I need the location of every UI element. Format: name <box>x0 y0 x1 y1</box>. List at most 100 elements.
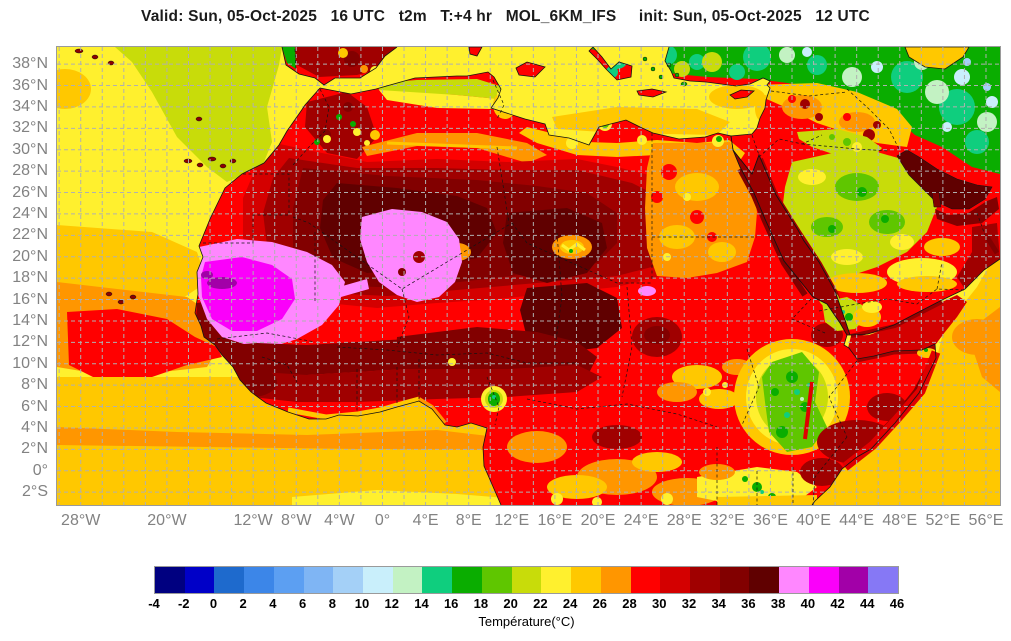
lon-tick-label: 20°E <box>580 512 616 529</box>
colorbar-tick-label: 34 <box>711 596 726 611</box>
colorbar-segment <box>541 567 572 593</box>
colorbar-tick-label: 36 <box>741 596 756 611</box>
lat-tick-label: 16°N <box>12 290 48 308</box>
heat-max-magenta <box>201 257 295 331</box>
colorbar-segment <box>481 567 512 593</box>
colorbar-tick-label: 10 <box>354 596 370 611</box>
colorbar-segment <box>244 567 274 593</box>
lat-tick-label: 8°N <box>21 376 48 394</box>
colorbar-tick-label: 46 <box>889 596 905 611</box>
colorbar-tick-label: 18 <box>473 596 489 611</box>
colorbar-tick-label: -2 <box>177 596 190 611</box>
lon-tick-label: 4°W <box>324 512 355 529</box>
colorbar-tick-label: 42 <box>830 596 845 611</box>
colorbar-segment <box>600 567 631 593</box>
colorbar-tick-label: 14 <box>414 596 429 611</box>
lon-tick-label: 48°E <box>882 512 918 529</box>
colorbar-segment <box>808 567 839 593</box>
lon-tick-label: 28°E <box>666 512 702 529</box>
lon-tick-label: 28°W <box>61 512 101 529</box>
colorbar-segment <box>392 567 423 593</box>
colorbar-tick-label: 4 <box>269 596 277 611</box>
lat-tick-label: 14°N <box>12 311 48 329</box>
colorbar-tick-label: 12 <box>384 596 399 611</box>
colorbar-tick-label: -4 <box>148 596 160 611</box>
lon-tick-label: 44°E <box>839 512 875 529</box>
colorbar-tick-label: 0 <box>209 596 218 611</box>
colorbar-segment <box>452 567 482 593</box>
colorbar-segment <box>660 567 690 593</box>
colorbar-segment <box>363 567 393 593</box>
colorbar-tick-label: 2 <box>239 596 247 611</box>
lat-tick-label: 28°N <box>12 162 48 180</box>
colorbar-segment <box>214 567 245 593</box>
lat-tick-label: 20°N <box>12 247 48 265</box>
lat-tick-label: 6°N <box>21 397 48 415</box>
country-borders <box>200 48 986 505</box>
colorbar-segment <box>630 567 661 593</box>
colorbar-tick-label: 28 <box>622 596 637 611</box>
lon-tick-label: 52°E <box>925 512 961 529</box>
colorbar-tick-label: 38 <box>770 596 786 611</box>
lat-tick-label: 18°N <box>12 269 48 287</box>
qatar <box>931 191 942 208</box>
coastlines <box>194 47 1000 505</box>
colorbar-tick-label: 6 <box>298 596 307 611</box>
lon-tick-label: 16°E <box>537 512 573 529</box>
colorbar-tick-label: 26 <box>592 596 608 611</box>
colorbar-segment <box>303 567 334 593</box>
lon-tick-label: 0° <box>374 512 391 529</box>
colorbar-tick-label: 22 <box>533 596 548 611</box>
colorbar-tick-label: 44 <box>860 596 875 611</box>
lon-tick-label: 20°W <box>147 512 187 529</box>
lon-tick-label: 8°E <box>455 512 482 529</box>
colorbar-segment <box>868 567 898 593</box>
colorbar-tick-label: 8 <box>328 596 336 611</box>
colorbar-segment <box>422 567 453 593</box>
lon-tick-label: 12°E <box>494 512 530 529</box>
colorbar-tick-label: 30 <box>652 596 667 611</box>
temperature-map-svg <box>57 47 1000 505</box>
colorbar-segment <box>749 567 780 593</box>
ethiopian-highlands <box>762 352 827 452</box>
colorbar-segment <box>779 567 809 593</box>
colorbar-segment <box>571 567 601 593</box>
colorbar-ticks: -4 -2 0 2 4 6 8 10 12 14 16 18 20 22 24 26 28 30 32 34 36 38 4… <box>148 596 904 612</box>
colorbar-segment <box>511 567 542 593</box>
lat-tick-label: 2°S <box>22 483 48 501</box>
lon-tick-label: 24°E <box>623 512 659 529</box>
lat-tick-label: 22°N <box>12 226 48 244</box>
islands <box>74 48 688 305</box>
latitude-axis: 38°N 36°N 34°N 32°N 30°N 28°N 26°N 24°N 22°N 20°N… <box>0 47 52 505</box>
colorbar-segment <box>155 567 185 593</box>
lat-tick-label: 26°N <box>12 183 48 201</box>
colorbar-segment <box>689 567 720 593</box>
page-title: Valid: Sun, 05-Oct-2025 16 UTC t2m T:+4 … <box>141 8 870 25</box>
morocco-hot <box>305 92 377 159</box>
lon-tick-label: 32°E <box>709 512 745 529</box>
colorbar-tick-label: 20 <box>503 596 518 611</box>
colorbar-segment <box>333 567 364 593</box>
iberia-hot-interior <box>285 47 397 77</box>
colorbar-segment <box>273 567 304 593</box>
colorbar-segment <box>719 567 750 593</box>
lat-tick-label: 12°N <box>12 333 48 351</box>
lat-tick-label: 36°N <box>12 76 48 94</box>
colorbar-segment <box>184 567 215 593</box>
lat-tick-label: 24°N <box>12 204 48 222</box>
map-area <box>56 46 1001 506</box>
colorbar-tick-label: 40 <box>800 596 816 611</box>
colorbar <box>154 566 899 594</box>
lon-tick-label: 4°E <box>412 512 439 529</box>
lon-tick-label: 8°W <box>281 512 312 529</box>
lat-tick-label: 30°N <box>12 140 48 158</box>
colorbar-label: Température(°C) <box>478 614 575 629</box>
lat-tick-label: 32°N <box>12 119 48 137</box>
lon-tick-label: 40°E <box>796 512 831 529</box>
lon-tick-label: 56°E <box>968 512 1004 529</box>
colorbar-tick-label: 24 <box>562 596 578 611</box>
colorbar-segment <box>838 567 869 593</box>
colorbar-tick-label: 16 <box>443 596 459 611</box>
lat-tick-label: 34°N <box>12 97 48 115</box>
